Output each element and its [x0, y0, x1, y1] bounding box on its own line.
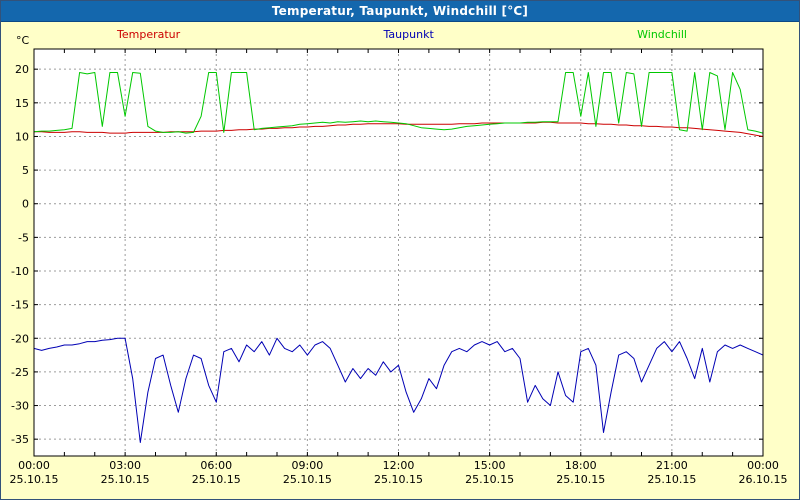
x-tick-date-label: 25.10.15: [101, 473, 150, 486]
legend-windchill: Windchill: [637, 28, 687, 41]
chart-legend: Temperatur Taupunkt Windchill: [1, 28, 799, 41]
x-tick-time-label: 06:00: [200, 459, 232, 472]
y-axis-unit-label: °C: [16, 34, 30, 47]
series-taupunkt-line: [33, 337, 764, 443]
x-tick-time-label: 12:00: [383, 459, 415, 472]
window-title: Temperatur, Taupunkt, Windchill [°C]: [271, 4, 529, 18]
x-tick-time-label: 03:00: [109, 459, 141, 472]
x-tick-time-label: 21:00: [656, 459, 688, 472]
y-tick-label: -5: [18, 231, 29, 244]
y-tick-label: 10: [15, 130, 29, 143]
x-tick-time-label: 00:00: [18, 459, 50, 472]
x-tick-time-label: 09:00: [292, 459, 324, 472]
y-tick-label: -20: [11, 332, 29, 345]
plot-background: [34, 49, 763, 456]
x-tick-date-label: 26.10.15: [739, 473, 788, 486]
y-tick-label: -35: [11, 433, 29, 446]
x-tick-time-label: 00:00: [747, 459, 779, 472]
y-tick-label: 5: [22, 164, 29, 177]
x-tick-time-label: 18:00: [565, 459, 597, 472]
y-tick-label: 0: [22, 198, 29, 211]
y-tick-label: -25: [11, 366, 29, 379]
y-tick-label: -15: [11, 299, 29, 312]
window-title-bar: Temperatur, Taupunkt, Windchill [°C]: [1, 1, 799, 22]
y-tick-label: 15: [15, 97, 29, 110]
x-tick-date-label: 25.10.15: [465, 473, 514, 486]
series-windchill-line: [33, 72, 764, 134]
x-tick-date-label: 25.10.15: [374, 473, 423, 486]
plot-border: [33, 48, 764, 457]
legend-temperatur: Temperatur: [117, 28, 181, 41]
y-tick-label: -10: [11, 265, 29, 278]
legend-taupunkt: Taupunkt: [383, 28, 434, 41]
x-tick-time-label: 15:00: [474, 459, 506, 472]
x-tick-date-label: 25.10.15: [647, 473, 696, 486]
x-tick-date-label: 25.10.15: [192, 473, 241, 486]
y-tick-label: -30: [11, 400, 29, 413]
y-tick-label: 20: [15, 63, 29, 76]
x-tick-date-label: 25.10.15: [556, 473, 605, 486]
x-tick-date-label: 25.10.15: [283, 473, 332, 486]
x-tick-date-label: 25.10.15: [10, 473, 59, 486]
